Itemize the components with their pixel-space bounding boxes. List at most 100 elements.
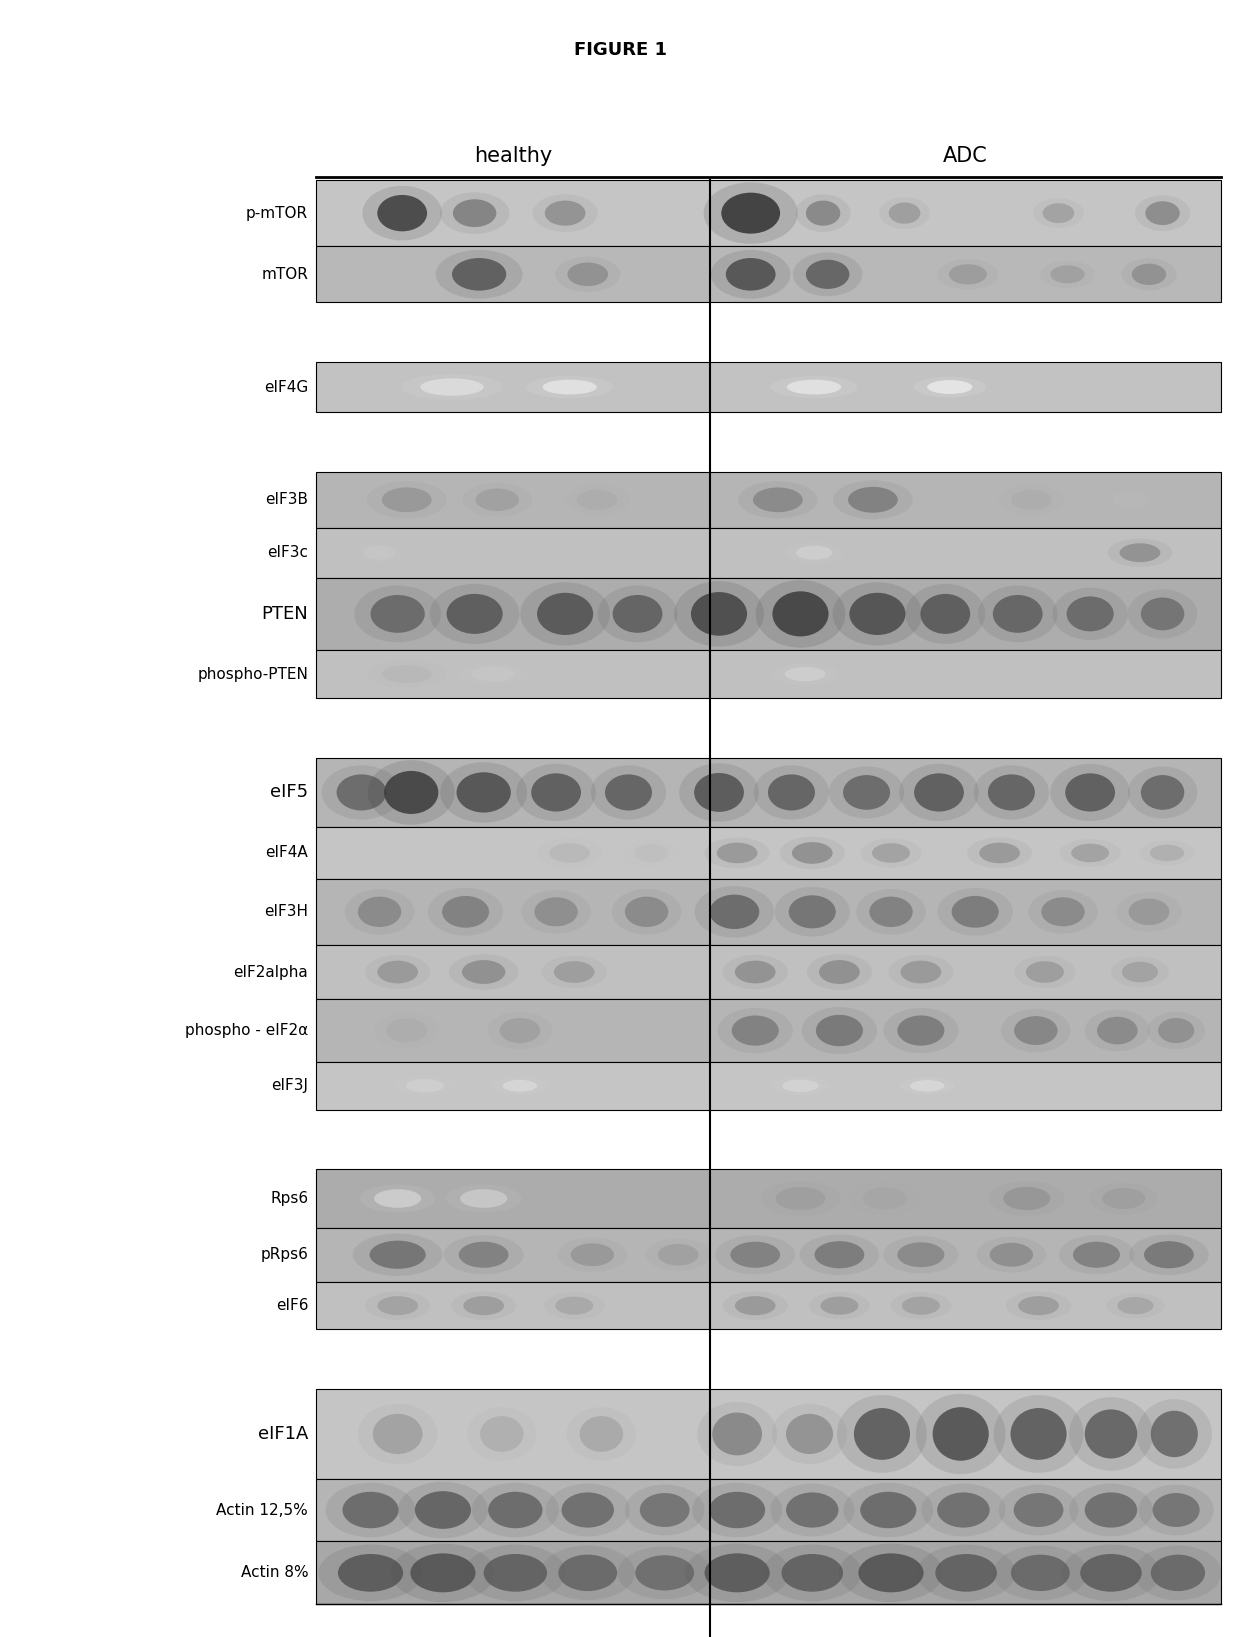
Ellipse shape — [1146, 201, 1179, 224]
Ellipse shape — [625, 1485, 704, 1536]
Ellipse shape — [453, 200, 496, 228]
Ellipse shape — [464, 1297, 503, 1315]
Ellipse shape — [861, 838, 921, 868]
Ellipse shape — [405, 1079, 444, 1092]
Ellipse shape — [336, 774, 387, 810]
Ellipse shape — [857, 889, 926, 935]
Ellipse shape — [820, 959, 859, 984]
Ellipse shape — [978, 586, 1058, 642]
Ellipse shape — [549, 843, 590, 863]
Ellipse shape — [605, 774, 652, 810]
Ellipse shape — [579, 1416, 622, 1452]
Ellipse shape — [1069, 1396, 1153, 1470]
Ellipse shape — [789, 895, 836, 928]
Ellipse shape — [1001, 1008, 1070, 1053]
Ellipse shape — [1151, 1555, 1205, 1591]
Ellipse shape — [1120, 543, 1161, 561]
Ellipse shape — [1053, 588, 1128, 640]
Ellipse shape — [937, 887, 1013, 936]
Ellipse shape — [1006, 1292, 1071, 1319]
Ellipse shape — [526, 377, 613, 398]
Ellipse shape — [355, 586, 441, 642]
Bar — [316, 1169, 1221, 1228]
Ellipse shape — [1011, 1408, 1066, 1460]
Ellipse shape — [459, 1242, 508, 1267]
Ellipse shape — [837, 1395, 926, 1473]
Ellipse shape — [444, 1236, 523, 1274]
Ellipse shape — [500, 1018, 541, 1043]
Ellipse shape — [475, 488, 520, 511]
Ellipse shape — [532, 195, 598, 232]
Ellipse shape — [360, 1185, 435, 1213]
Ellipse shape — [543, 380, 596, 395]
Ellipse shape — [781, 1554, 843, 1591]
Text: mTOR: mTOR — [262, 267, 309, 282]
Ellipse shape — [883, 1236, 959, 1274]
Ellipse shape — [1102, 1188, 1146, 1210]
Ellipse shape — [792, 252, 862, 296]
Ellipse shape — [1122, 961, 1158, 982]
Ellipse shape — [990, 1242, 1033, 1267]
Ellipse shape — [568, 262, 608, 286]
Ellipse shape — [624, 840, 678, 866]
Ellipse shape — [691, 593, 746, 635]
Ellipse shape — [735, 1297, 775, 1315]
Ellipse shape — [1141, 598, 1184, 630]
Ellipse shape — [611, 889, 681, 935]
Ellipse shape — [768, 774, 815, 810]
Text: eIF4G: eIF4G — [264, 380, 309, 395]
Ellipse shape — [735, 961, 775, 984]
Ellipse shape — [1059, 1236, 1135, 1274]
Ellipse shape — [921, 1483, 1006, 1537]
Ellipse shape — [754, 766, 830, 820]
Ellipse shape — [709, 1491, 765, 1529]
Ellipse shape — [694, 773, 744, 812]
Text: Rps6: Rps6 — [270, 1192, 309, 1206]
Ellipse shape — [1071, 843, 1109, 863]
Ellipse shape — [899, 764, 978, 822]
Ellipse shape — [717, 843, 758, 863]
Ellipse shape — [771, 1405, 847, 1463]
Ellipse shape — [998, 485, 1064, 516]
Ellipse shape — [796, 195, 851, 232]
Ellipse shape — [1128, 766, 1198, 818]
Ellipse shape — [910, 1080, 945, 1092]
Ellipse shape — [1011, 1555, 1070, 1591]
Ellipse shape — [367, 660, 446, 688]
Ellipse shape — [1107, 539, 1173, 566]
Text: eIF3B: eIF3B — [265, 493, 309, 507]
Ellipse shape — [577, 489, 618, 509]
Ellipse shape — [358, 1405, 438, 1463]
Ellipse shape — [435, 250, 522, 300]
Bar — [316, 578, 1221, 650]
Bar — [316, 1062, 1221, 1110]
Ellipse shape — [542, 956, 606, 989]
Ellipse shape — [993, 1395, 1084, 1473]
Ellipse shape — [415, 1491, 471, 1529]
Ellipse shape — [898, 1242, 945, 1267]
Ellipse shape — [465, 1545, 565, 1601]
Ellipse shape — [854, 1408, 910, 1460]
Ellipse shape — [782, 1079, 818, 1092]
Ellipse shape — [900, 1077, 955, 1095]
Ellipse shape — [1138, 1485, 1214, 1536]
Ellipse shape — [753, 488, 802, 512]
Ellipse shape — [993, 1545, 1087, 1601]
Ellipse shape — [785, 666, 826, 681]
Ellipse shape — [1089, 1184, 1158, 1215]
Ellipse shape — [821, 1297, 858, 1315]
Ellipse shape — [723, 1292, 787, 1319]
Ellipse shape — [1085, 1010, 1149, 1051]
Ellipse shape — [802, 1007, 877, 1054]
Ellipse shape — [487, 1012, 553, 1049]
Ellipse shape — [722, 193, 780, 234]
Ellipse shape — [889, 203, 920, 224]
Ellipse shape — [570, 1244, 614, 1265]
Ellipse shape — [725, 259, 775, 291]
Ellipse shape — [544, 201, 585, 226]
Ellipse shape — [463, 483, 532, 517]
Ellipse shape — [1158, 1018, 1194, 1043]
Ellipse shape — [1085, 1409, 1137, 1459]
Ellipse shape — [800, 1234, 879, 1275]
Ellipse shape — [377, 1297, 418, 1315]
